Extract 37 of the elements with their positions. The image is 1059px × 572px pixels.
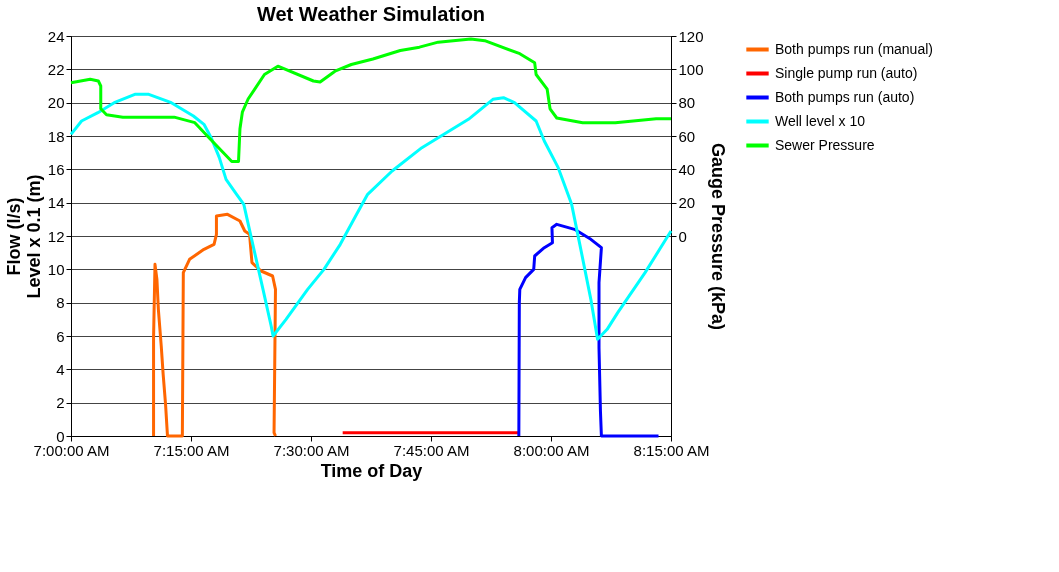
x-axis-title: Time of Day bbox=[320, 460, 423, 481]
x-tick-label: 7:45:00 AM bbox=[393, 441, 470, 459]
legend-label: Sewer Pressure bbox=[775, 136, 875, 153]
y-tick-label: 4 bbox=[56, 360, 65, 378]
line-series bbox=[152, 212, 277, 438]
chart-title: Wet Weather Simulation bbox=[256, 3, 486, 25]
x-tick-label: 8:00:00 AM bbox=[513, 441, 590, 459]
y2-tick-label: 120 bbox=[678, 27, 704, 45]
y2-tick-label: 20 bbox=[678, 194, 696, 212]
y2-tick-label: 60 bbox=[678, 127, 696, 145]
line-series bbox=[517, 222, 661, 438]
legend-label: Both pumps run (auto) bbox=[775, 88, 915, 105]
y-tick-label: 22 bbox=[47, 60, 65, 78]
y-axis-title: Flow (l/s) Level x 0.1 (m) bbox=[3, 174, 44, 299]
x-tick-label: 7:30:00 AM bbox=[273, 441, 350, 459]
y-tick-label: 8 bbox=[56, 294, 65, 312]
y-tick-label: 18 bbox=[47, 127, 65, 145]
y2-axis-title: Gauge Pressure (kPa) bbox=[707, 142, 728, 331]
x-tick-label: 8:15:00 AM bbox=[633, 441, 710, 459]
y-tick-label: 24 bbox=[47, 27, 65, 45]
line-series bbox=[69, 37, 673, 163]
legend-label: Both pumps run (manual) bbox=[775, 40, 933, 57]
line-series bbox=[69, 92, 673, 341]
y-tick-label: 10 bbox=[47, 260, 65, 278]
y2-tick-label: 40 bbox=[678, 160, 696, 178]
y-tick-label: 2 bbox=[56, 394, 65, 412]
y-tick-label: 20 bbox=[47, 94, 65, 112]
legend-label: Single pump run (auto) bbox=[775, 64, 918, 81]
y2-tick-label: 0 bbox=[678, 227, 687, 245]
y-tick-label: 14 bbox=[47, 194, 65, 212]
y-tick-label: 6 bbox=[56, 327, 65, 345]
y2-tick-label: 80 bbox=[678, 94, 696, 112]
legend-label: Well level x 10 bbox=[775, 112, 866, 129]
y2-tick-label: 100 bbox=[678, 60, 704, 78]
x-tick-label: 7:15:00 AM bbox=[153, 441, 230, 459]
y-tick-label: 12 bbox=[47, 227, 65, 245]
y-tick-label: 16 bbox=[47, 160, 65, 178]
